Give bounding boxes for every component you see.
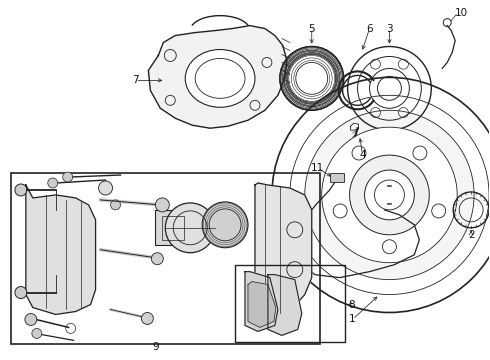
Text: 6: 6 [366, 24, 373, 33]
Bar [330, 173, 343, 182]
Bar [235, 265, 344, 342]
Circle shape [322, 127, 457, 263]
Text: 8: 8 [348, 300, 355, 310]
Circle shape [63, 172, 73, 182]
Circle shape [32, 328, 42, 338]
Circle shape [155, 198, 169, 212]
Circle shape [305, 110, 474, 280]
Text: 4: 4 [359, 150, 366, 160]
Text: 7: 7 [132, 75, 139, 85]
Bar [11, 173, 319, 345]
Circle shape [15, 184, 27, 196]
Circle shape [365, 170, 415, 220]
Text: 5: 5 [308, 24, 315, 33]
Circle shape [25, 314, 37, 325]
Ellipse shape [185, 50, 255, 107]
Bar [155, 210, 190, 245]
Circle shape [142, 312, 153, 324]
Circle shape [202, 202, 248, 248]
Circle shape [349, 155, 429, 235]
Polygon shape [148, 26, 287, 128]
Circle shape [15, 287, 27, 298]
Polygon shape [268, 275, 302, 336]
Polygon shape [245, 272, 278, 332]
Circle shape [111, 200, 121, 210]
Circle shape [151, 253, 163, 265]
Bar [162, 216, 184, 240]
Circle shape [98, 181, 113, 195]
Polygon shape [350, 123, 359, 130]
Polygon shape [255, 183, 312, 318]
Text: 10: 10 [455, 8, 468, 18]
Text: 3: 3 [386, 24, 393, 33]
Circle shape [165, 203, 215, 253]
Text: 1: 1 [349, 314, 356, 324]
Polygon shape [26, 185, 96, 315]
Text: 9: 9 [152, 342, 159, 352]
Circle shape [48, 178, 58, 188]
Polygon shape [248, 282, 276, 328]
Text: 2: 2 [468, 230, 474, 240]
Text: 11: 11 [311, 163, 324, 173]
